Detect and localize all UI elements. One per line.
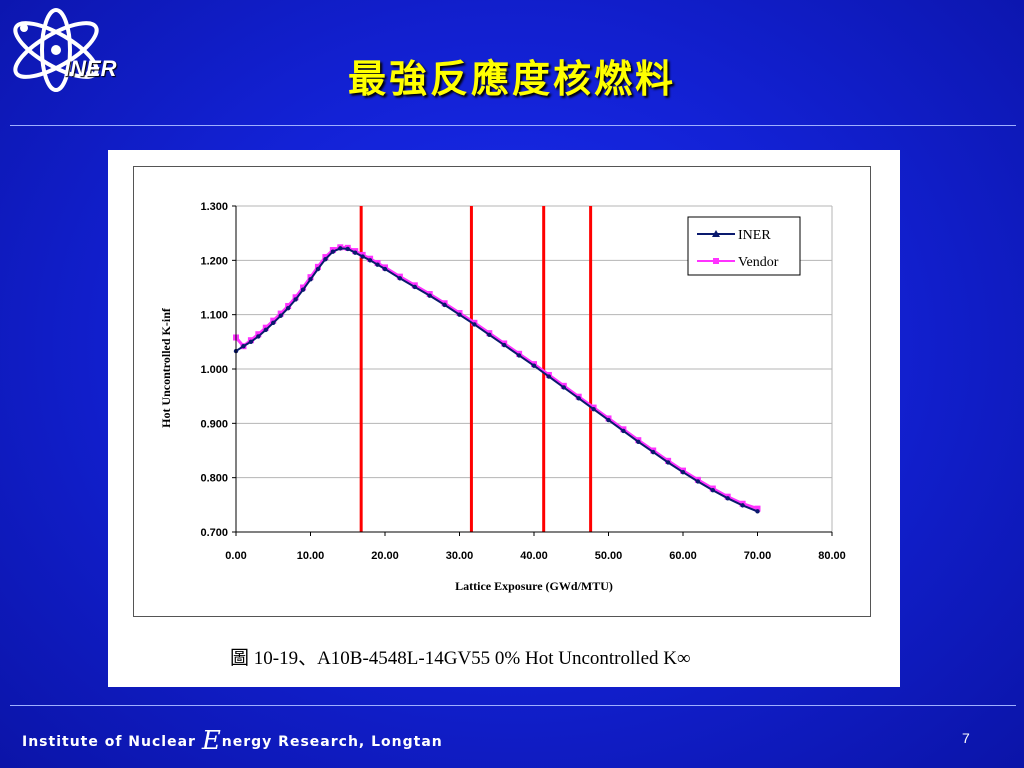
iner-point [576,396,581,401]
series-layer [233,244,761,514]
iner-point [457,312,462,317]
iner-point [740,503,745,508]
iner-point [621,428,626,434]
y-tick-label: 0.800 [200,473,228,485]
iner-point [636,439,641,445]
iner-point [412,284,417,290]
iner-point [546,374,552,379]
vendor-point [754,505,761,512]
iner-point [427,293,432,298]
legend-iner-marker [712,230,720,237]
footer-divider [10,705,1016,706]
x-tick-label: 50.00 [595,550,623,562]
y-tick-label: 1.100 [200,310,228,322]
x-tick-label: 0.00 [225,550,246,562]
marker-layer [359,206,593,532]
iner-point [591,407,596,412]
x-tick-label: 70.00 [744,550,772,562]
iner-point [353,250,358,255]
slide-title: 最強反應度核燃料 [347,56,676,101]
iner-point [285,305,291,311]
iner-point [263,327,268,333]
iner-point [680,470,686,475]
iner-point [725,496,730,501]
iner-point [308,277,313,282]
footer-org-name: Institute of Nuclear Energy Research, Lo… [22,726,443,756]
legend-vendor-marker [713,258,719,264]
iner-point [293,297,298,302]
footer-org-letter: E [201,726,222,756]
iner-point [315,266,321,272]
y-tick-label: 0.700 [200,527,228,539]
iner-point [531,363,537,368]
series-line-iner [235,247,758,513]
iner-point [271,320,276,326]
iner-point [345,246,350,252]
iner-point [360,254,365,259]
y-tick-label: 1.300 [200,201,228,213]
y-tick-label: 1.000 [200,364,228,376]
iner-point [375,262,380,267]
legend-vendor-label: Vendor [738,255,779,270]
axis-layer: 0.700 0.800 0.900 1.000 1.100 1.200 1.300 0.00 1… [200,201,845,562]
footer-org-part2: nergy Research, Longtan [221,734,443,750]
iner-point [561,385,566,390]
iner-point [323,257,328,262]
legend-iner-label: INER [738,228,771,243]
iner-point [665,460,671,465]
title-divider [10,125,1016,126]
iner-point [397,276,403,281]
iner-point [651,449,656,455]
iner-point [241,343,246,349]
x-tick-label: 30.00 [446,550,474,562]
iner-point [502,342,507,348]
iner-point [248,339,254,345]
iner-point [710,487,715,493]
iner-point [755,509,760,514]
iner-logo: INER [4,6,134,92]
iner-point [382,266,388,272]
atom-icon [13,8,99,92]
x-tick-label: 40.00 [520,550,548,562]
x-axis-label: Lattice Exposure (GWd/MTU) [455,579,613,593]
iner-point [442,302,447,308]
iner-point [695,479,701,484]
chart-frame [133,166,871,617]
x-tick-label: 60.00 [669,550,697,562]
page-number: 7 [962,730,970,746]
iner-point [487,332,492,337]
footer-org-part1: Institute of Nuclear [22,734,202,750]
series-line-vendor [234,245,758,511]
iner-point [256,334,261,339]
iner-point [472,322,477,327]
figure-caption: 圖 10-19、A10B-4548L-14GV55 0% Hot Uncontr… [230,648,691,669]
iner-point [300,287,306,292]
y-tick-label: 1.200 [200,255,228,267]
iner-point [278,313,283,318]
iner-point [606,417,611,423]
iner-point [516,353,522,358]
y-tick-label: 0.900 [200,418,228,430]
legend: INER Vendor [687,216,801,276]
x-tick-label: 80.00 [818,550,846,562]
x-tick-label: 10.00 [297,550,325,562]
iner-point [330,249,336,254]
logo-text: INER [64,56,117,81]
y-axis-label: Hot Uncontrolled K-inf [159,307,173,428]
x-tick-label: 20.00 [371,550,399,562]
iner-point [338,246,343,251]
iner-point [367,258,373,263]
